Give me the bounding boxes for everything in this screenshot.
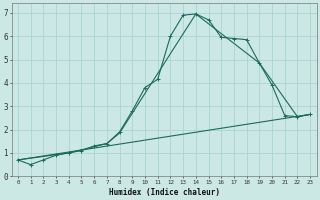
X-axis label: Humidex (Indice chaleur): Humidex (Indice chaleur)	[108, 188, 220, 197]
